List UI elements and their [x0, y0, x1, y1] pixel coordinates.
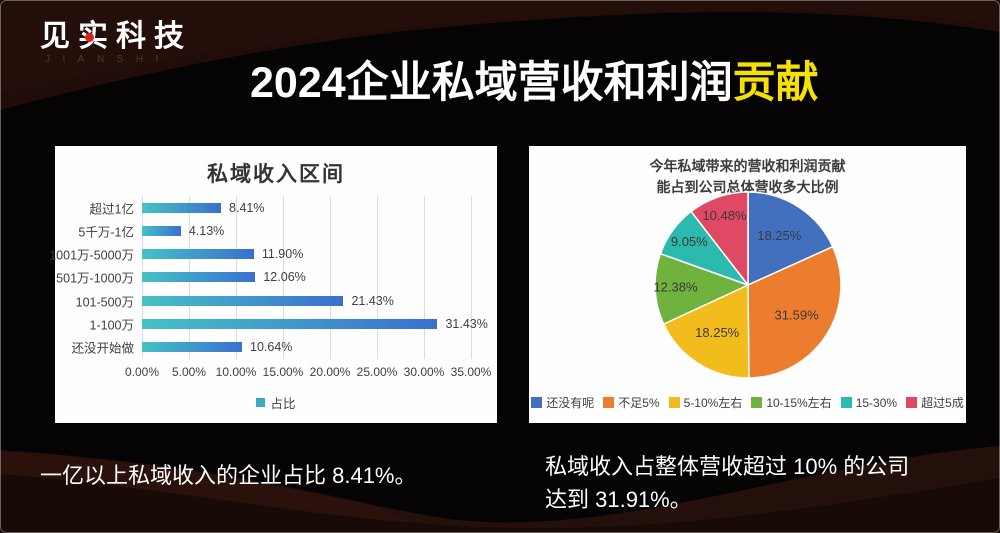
legend-label: 超过5成: [921, 396, 964, 410]
x-tick-label: 20.00%: [309, 365, 351, 379]
pie-chart-panel: 今年私域带来的营收和利润贡献 能占到公司总体营收多大比例 18.25% 31.59%…: [529, 146, 966, 423]
legend-swatch: [603, 397, 615, 408]
bar-chart-panel: 私域收入区间 超过1亿 8.41% 5千万-1亿 4.13% 1001万-5000万 11…: [49, 146, 497, 423]
logo: 见实科技 JIANSHI: [40, 20, 192, 65]
bar-row: 1001万-5000万 11.90%: [49, 243, 471, 266]
legend-label: 还没有呢: [546, 396, 595, 410]
grid-line: [424, 196, 425, 359]
legend-swatch: [256, 398, 266, 407]
pie-title-line2: 能占到公司总体营收多大比例: [656, 179, 839, 195]
category-label: 1001万-5000万: [49, 248, 134, 263]
grid-line: [283, 196, 284, 359]
bar-plot: 超过1亿 8.41% 5千万-1亿 4.13% 1001万-5000万 11.90% 501…: [49, 196, 488, 359]
bar-row: 超过1亿 8.41%: [90, 196, 471, 219]
category-label: 1-100万: [89, 318, 134, 333]
bar: [142, 295, 344, 306]
x-tick-label: 10.00%: [215, 365, 257, 379]
bar-row: 1-100万 31.43%: [90, 312, 488, 335]
bar: [142, 202, 222, 213]
bar: [142, 319, 438, 330]
legend-swatch: [531, 397, 543, 408]
legend-label: 15-30%: [855, 395, 898, 410]
x-tick-label: 0.00%: [124, 365, 160, 379]
logo-subtext: JIANSHI: [45, 54, 171, 65]
bar-value-label: 8.41%: [229, 200, 265, 215]
legend-item: 还没有呢: [531, 394, 594, 411]
bar-row: 还没开始做 10.64%: [71, 336, 471, 359]
bar: [142, 225, 181, 236]
legend-item: 10-15%左右: [751, 394, 832, 411]
category-label: 还没开始做: [71, 341, 134, 356]
bar-row: 5千万-1亿 4.13%: [78, 219, 471, 242]
logo-text: 见实科技: [40, 20, 192, 53]
bar: [142, 272, 256, 283]
pie-legend: 还没有呢 不足5% 5-10%左右 10-15%左右 15-30% 超过5成: [529, 394, 966, 411]
bar-chart-legend: 占比: [55, 393, 497, 412]
pie-slice: [747, 245, 842, 379]
legend-item: 不足5%: [603, 394, 660, 411]
x-tick-label: 30.00%: [403, 365, 445, 379]
bar-row: 501万-1000万 12.06%: [56, 266, 471, 289]
pie-chart: 18.25% 31.59% 18.25% 12.38% 9.05% 10.48%: [653, 190, 843, 380]
caption-left: 一亿以上私域收入的企业占比 8.41%。: [40, 463, 417, 488]
pie-slice-label: 12.38%: [653, 280, 698, 295]
pie-slice-label: 18.25%: [757, 228, 802, 243]
bar-chart-title: 私域收入区间: [207, 163, 345, 186]
x-tick-label: 35.00%: [450, 365, 492, 379]
legend-swatch: [668, 397, 680, 408]
bar-value-label: 4.13%: [188, 223, 225, 238]
grid-line: [330, 196, 331, 359]
x-tick-label: 5.00%: [171, 365, 207, 379]
legend-item: 5-10%左右: [668, 394, 743, 411]
logo-red-dot-icon: [85, 33, 94, 42]
bar-value-label: 21.43%: [351, 293, 394, 308]
legend-item: 15-30%: [840, 395, 898, 410]
title-highlight: 贡献: [732, 59, 819, 107]
bar-value-label: 12.06%: [263, 270, 306, 285]
pie-slice: [690, 191, 749, 286]
pie-slice-label: 18.25%: [695, 325, 740, 340]
legend-label: 10-15%左右: [766, 396, 832, 410]
x-tick-label: 25.00%: [356, 365, 398, 379]
pie-slice: [654, 252, 749, 325]
bar-chart: 超过1亿 8.41% 5千万-1亿 4.13% 1001万-5000万 11.90% 501…: [49, 146, 497, 423]
legend-swatch: [751, 397, 763, 408]
grid-line: [471, 196, 472, 359]
bar-value-label: 11.90%: [261, 247, 304, 262]
grid-line: [377, 196, 378, 359]
category-label: 101-500万: [75, 295, 134, 310]
page-title: 2024企业私域营收和利润贡献: [250, 48, 819, 110]
pie-slice-label: 10.48%: [702, 208, 747, 223]
legend-item: 超过5成: [906, 394, 964, 411]
caption-right: 私域收入占整体营收超过 10% 的公司 达到 31.91%。: [545, 454, 910, 512]
legend-label: 不足5%: [618, 396, 660, 410]
legend-swatch: [840, 397, 852, 408]
bar: [142, 249, 254, 260]
pie-slice: [662, 284, 750, 379]
legend-label: 占比: [270, 397, 296, 411]
bar-value-label: 31.43%: [445, 317, 488, 332]
category-label: 501万-1000万: [56, 271, 134, 286]
legend-swatch: [906, 397, 918, 408]
category-label: 5千万-1亿: [78, 225, 134, 240]
x-tick-label: 15.00%: [262, 365, 304, 379]
category-label: 超过1亿: [89, 202, 134, 217]
pie-slice: [747, 191, 834, 286]
x-axis: 0.00% 5.00% 10.00% 15.00% 20.00% 25.00% 30.00%…: [125, 365, 491, 379]
legend-item: 占比: [256, 393, 296, 412]
pie-chart-title: 今年私域带来的营收和利润贡献 能占到公司总体营收多大比例: [529, 156, 966, 198]
bar-row: 101-500万 21.43%: [76, 289, 471, 312]
bar-value-label: 10.64%: [250, 340, 293, 355]
pie-slice-label: 31.59%: [775, 307, 820, 322]
bar: [142, 342, 243, 353]
title-main: 2024企业私域营收和利润: [250, 59, 733, 107]
pie-title-line1: 今年私域带来的营收和利润贡献: [649, 158, 846, 174]
legend-label: 5-10%左右: [683, 396, 743, 410]
pie-slice-label: 9.05%: [671, 234, 708, 249]
